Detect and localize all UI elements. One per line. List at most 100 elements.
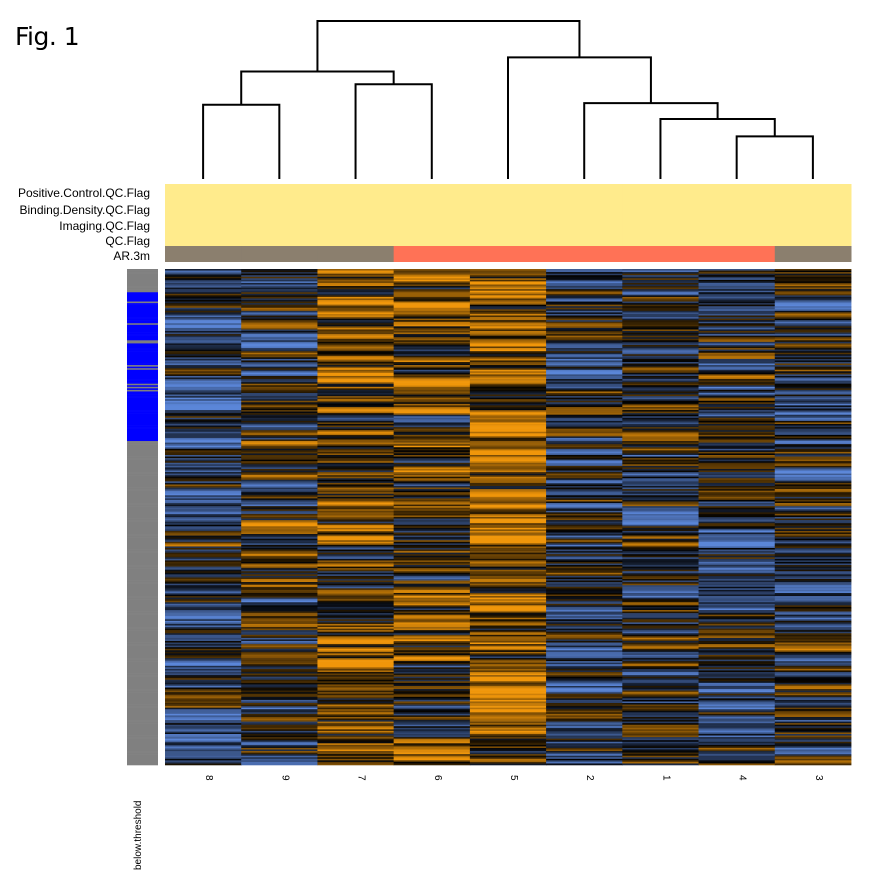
heatmap-cell	[698, 692, 776, 694]
heatmap-cell	[774, 445, 852, 448]
heatmap-cell	[165, 696, 242, 699]
heatmap-cell	[622, 394, 699, 397]
heatmap-cell	[317, 724, 395, 727]
row-annotation-cell	[127, 622, 158, 625]
heatmap-cell	[546, 517, 623, 519]
heatmap-cell	[774, 451, 852, 454]
heatmap-cell	[393, 737, 471, 739]
row-annotation-cell	[127, 272, 158, 274]
heatmap-cell	[469, 287, 547, 290]
heatmap-cell	[393, 589, 471, 592]
heatmap-cell	[546, 534, 623, 536]
heatmap-cell	[469, 385, 547, 388]
row-annotation-cell	[127, 734, 158, 736]
heatmap-cell	[469, 354, 547, 357]
annotation-cell	[469, 221, 547, 246]
heatmap-cell	[393, 608, 471, 611]
heatmap-cell	[698, 334, 776, 336]
heatmap-cell	[165, 662, 242, 665]
heatmap-cell	[622, 348, 699, 350]
heatmap-cell	[165, 467, 242, 470]
row-annotation-cell	[127, 529, 158, 532]
heatmap-cell	[317, 710, 395, 713]
annotation-cell	[469, 209, 547, 222]
heatmap-cell	[469, 712, 547, 715]
heatmap-cell	[546, 720, 623, 722]
heatmap-cell	[165, 648, 242, 651]
heatmap-cell	[622, 623, 699, 626]
heatmap-cell	[774, 755, 852, 758]
heatmap-cell	[622, 473, 699, 476]
row-annotation-cell	[127, 306, 158, 309]
heatmap-cell	[165, 304, 242, 307]
heatmap-cell	[698, 723, 776, 725]
heatmap-cell	[622, 344, 699, 347]
heatmap-cell	[469, 307, 547, 310]
heatmap-cell	[469, 337, 547, 340]
heatmap-cell	[469, 403, 547, 406]
heatmap-cell	[241, 380, 318, 383]
heatmap-cell	[165, 592, 242, 595]
heatmap-cell	[774, 659, 852, 662]
heatmap-cell	[698, 572, 776, 575]
row-annotation-cell	[127, 456, 158, 459]
heatmap-cell	[698, 673, 776, 676]
heatmap-cell	[774, 603, 852, 606]
heatmap-cell	[241, 396, 318, 398]
heatmap-cell	[698, 693, 776, 696]
heatmap-cell	[469, 357, 547, 360]
heatmap-cell	[165, 431, 242, 434]
heatmap-cell	[622, 693, 699, 696]
heatmap-cell	[393, 456, 471, 459]
heatmap-cell	[241, 721, 318, 724]
heatmap-cell	[698, 351, 776, 353]
heatmap-cell	[393, 298, 471, 301]
heatmap-cell	[546, 610, 623, 612]
heatmap-cell	[774, 737, 852, 739]
heatmap-cell	[165, 403, 242, 406]
heatmap-cell	[241, 605, 318, 608]
heatmap-cell	[469, 690, 547, 693]
heatmap-cell	[165, 639, 242, 642]
heatmap-cell	[165, 321, 242, 324]
heatmap-cell	[165, 558, 242, 561]
heatmap-cell	[774, 289, 852, 291]
heatmap-cell	[698, 303, 776, 305]
heatmap-cell	[393, 709, 471, 712]
heatmap-cell	[622, 470, 699, 473]
heatmap-cell	[165, 549, 242, 552]
row-annotation-cell	[127, 416, 158, 419]
heatmap-cell	[317, 464, 395, 467]
heatmap-cell	[393, 478, 471, 481]
heatmap-cell	[546, 713, 623, 716]
annotation-cell	[165, 184, 242, 197]
heatmap-cell	[469, 517, 547, 519]
heatmap-cell	[774, 355, 852, 358]
heatmap-cell	[241, 599, 318, 601]
heatmap-cell	[698, 375, 776, 378]
heatmap-cell	[774, 698, 852, 701]
heatmap-cell	[393, 290, 471, 293]
heatmap-cell	[698, 682, 776, 685]
heatmap-cell	[546, 716, 623, 719]
heatmap-cell	[546, 408, 623, 411]
heatmap-cell	[622, 726, 699, 729]
heatmap-cell	[698, 269, 776, 271]
heatmap-cell	[622, 718, 699, 721]
heatmap-cell	[774, 292, 852, 295]
heatmap-cell	[165, 605, 242, 608]
heatmap-cell	[698, 738, 776, 741]
heatmap-cell	[622, 309, 699, 312]
heatmap-cell	[317, 456, 395, 459]
heatmap-cell	[393, 667, 471, 670]
heatmap-cell	[393, 561, 471, 564]
heatmap-cell	[469, 540, 547, 543]
heatmap-cell	[546, 730, 623, 733]
heatmap-cell	[546, 681, 623, 684]
heatmap-cell	[622, 402, 699, 405]
heatmap-cell	[469, 741, 547, 744]
heatmap-cell	[774, 417, 852, 420]
heatmap-cell	[393, 520, 471, 522]
heatmap-cell	[241, 475, 318, 477]
heatmap-cell	[622, 563, 699, 566]
